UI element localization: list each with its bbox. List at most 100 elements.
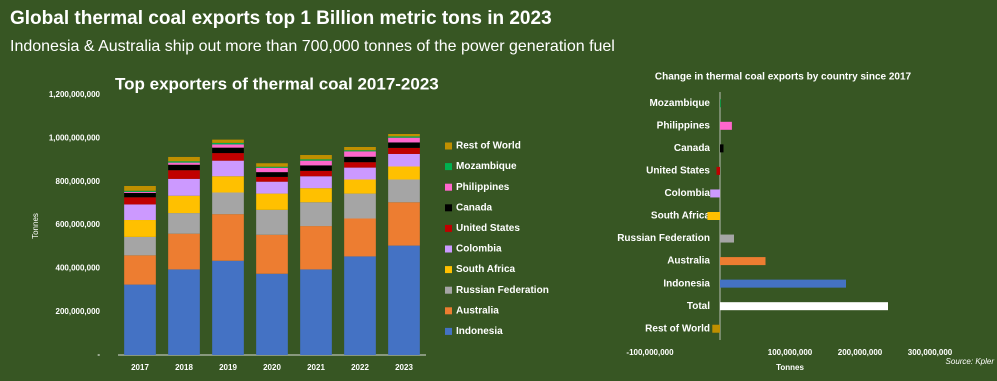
x-tick-label: 2023 xyxy=(395,363,413,372)
y-tick-label: 800,000,000 xyxy=(56,177,101,186)
bar-segment xyxy=(124,190,156,192)
x-tick-label: 2019 xyxy=(219,363,237,372)
bar-segment xyxy=(212,192,244,215)
x-tick-label: 300,000,000 xyxy=(908,348,953,357)
legend-swatch xyxy=(445,204,452,212)
legend-swatch xyxy=(445,327,452,335)
bar-segment xyxy=(124,284,156,355)
x-tick-label: 2018 xyxy=(175,363,193,372)
bar-segment xyxy=(256,166,288,168)
bar-segment xyxy=(300,160,332,166)
x-tick-label: 200,000,000 xyxy=(838,348,883,357)
bar xyxy=(720,144,724,153)
bar xyxy=(720,302,888,311)
bar-segment xyxy=(212,176,244,193)
page-title: Global thermal coal exports top 1 Billio… xyxy=(10,8,552,29)
x-tick-label: -100,000,000 xyxy=(626,348,674,357)
bar-segment xyxy=(388,179,420,203)
x-tick-label: 100,000,000 xyxy=(768,348,813,357)
bar-segment xyxy=(344,167,376,180)
right-chart-title: Change in thermal coal exports by countr… xyxy=(655,72,912,83)
bar-segment xyxy=(124,236,156,256)
bar-segment xyxy=(124,186,156,191)
page-subtitle: Indonesia & Australia ship out more than… xyxy=(10,38,615,55)
category-label: Australia xyxy=(667,256,710,267)
bar-segment xyxy=(344,256,376,355)
bar xyxy=(710,189,720,198)
bar-segment xyxy=(344,162,376,168)
bar-segment xyxy=(300,226,332,270)
legend-label: Australia xyxy=(456,305,499,316)
legend-label: Colombia xyxy=(456,244,502,255)
bar-segment xyxy=(168,161,200,163)
bar-segment xyxy=(344,193,376,219)
bar xyxy=(712,324,720,333)
legend-label: United States xyxy=(456,223,520,234)
bar-segment xyxy=(212,214,244,261)
bar-segment xyxy=(256,193,288,210)
bar xyxy=(716,166,720,175)
bar-segment xyxy=(344,179,376,194)
bar-segment xyxy=(124,191,156,193)
y-tick-label: 200,000,000 xyxy=(56,307,101,316)
y-axis-title: Tonnes xyxy=(31,213,40,239)
bar xyxy=(720,121,732,130)
bar-segment xyxy=(344,151,376,157)
bar-segment xyxy=(344,156,376,163)
category-label: Rest of World xyxy=(645,323,710,334)
bar-segment xyxy=(388,147,420,154)
category-label: South Africa xyxy=(651,211,711,222)
bar-segment xyxy=(300,170,332,177)
bar xyxy=(707,212,720,220)
bar-segment xyxy=(124,204,156,221)
x-tick-label: 2017 xyxy=(131,363,149,372)
y-tick-label: 1,000,000,000 xyxy=(49,133,101,142)
legend-label: Mozambique xyxy=(456,161,517,172)
bar-segment xyxy=(344,218,376,257)
bar-segment xyxy=(168,233,200,270)
legend-swatch xyxy=(445,307,452,315)
category-label: Russian Federation xyxy=(617,233,710,244)
bar-segment xyxy=(168,162,200,165)
bar-segment xyxy=(212,260,244,355)
bar-segment xyxy=(300,269,332,355)
bar-segment xyxy=(256,167,288,173)
source: Source: Kpler xyxy=(946,357,995,366)
bar-segment xyxy=(300,188,332,203)
left-chart-title: Top exporters of thermal coal 2017-2023 xyxy=(115,74,439,93)
x-tick-label: 2020 xyxy=(263,363,281,372)
bar-segment xyxy=(388,153,420,167)
bar-segment xyxy=(256,163,288,167)
legend-label: South Africa xyxy=(456,264,516,275)
legend-swatch xyxy=(445,142,452,150)
y-tick-label: 400,000,000 xyxy=(56,263,101,272)
bar-segment xyxy=(212,147,244,154)
bar xyxy=(720,99,721,108)
bar-segment xyxy=(168,164,200,171)
category-label: Canada xyxy=(674,143,711,154)
bar-segment xyxy=(388,137,420,143)
bar-segment xyxy=(212,144,244,148)
bar-segment xyxy=(124,192,156,198)
y-tick-label: 600,000,000 xyxy=(56,220,101,229)
category-label: Colombia xyxy=(664,188,710,199)
bar-segment xyxy=(256,209,288,235)
bar-segment xyxy=(168,156,200,162)
bar-segment xyxy=(256,234,288,274)
legend-swatch xyxy=(445,245,452,253)
bar-segment xyxy=(256,181,288,194)
bar xyxy=(720,257,766,266)
x-tick-label: 2022 xyxy=(351,363,369,372)
bar-segment xyxy=(124,255,156,285)
legend-swatch xyxy=(445,183,452,191)
bar-segment xyxy=(212,139,244,143)
category-label: Philippines xyxy=(657,120,711,131)
category-label: Total xyxy=(687,301,710,312)
category-label: Indonesia xyxy=(663,278,710,289)
bar-segment xyxy=(256,172,288,177)
bar-segment xyxy=(124,197,156,205)
bar-segment xyxy=(212,153,244,161)
legend-label: Rest of World xyxy=(456,141,521,152)
category-label: United States xyxy=(646,166,710,177)
y-tick-label: 1,200,000,000 xyxy=(49,90,101,99)
